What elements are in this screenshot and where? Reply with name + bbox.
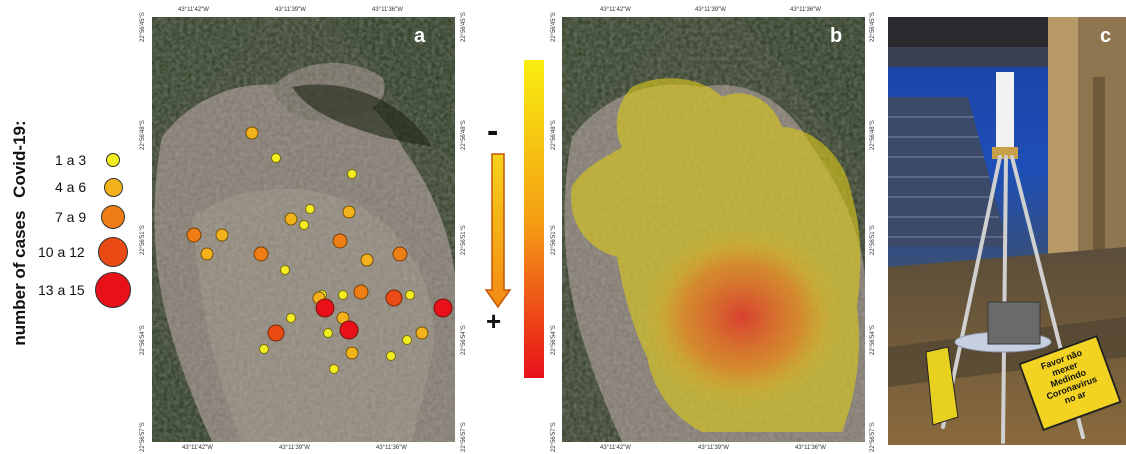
coord-bottom-a-2: 43°11'39"W (279, 445, 310, 451)
scale-minus-label: - (487, 112, 499, 150)
legend-label-3: 7 a 9 (55, 209, 87, 225)
map-panel-a: a (152, 17, 455, 442)
case-marker (200, 247, 214, 261)
density-heatmap-b (562, 17, 865, 442)
coord-left-a-5: 22°56'57"S (140, 422, 146, 452)
legend-title: number of cases Covid-19: (5, 113, 35, 353)
coord-left-a-2: 22°56'48"S (140, 120, 146, 150)
case-marker (346, 169, 357, 180)
legend-marker-3 (101, 205, 125, 229)
case-marker (267, 324, 285, 342)
coord-right-a-4: 22°56'54"S (461, 325, 467, 355)
coord-left-b-5: 22°56'57"S (551, 422, 557, 452)
panel-letter-b: b (830, 25, 843, 47)
coord-right-b-4: 22°56'54"S (870, 325, 876, 355)
legend-title-part2: Covid-19: (10, 120, 29, 198)
case-marker (332, 233, 348, 249)
coord-top-b-1: 43°11'42"W (600, 7, 631, 13)
case-marker (215, 228, 229, 242)
case-marker (298, 220, 309, 231)
coord-top-b-3: 43°11'36"W (790, 7, 821, 13)
case-marker (345, 346, 359, 360)
panel-letter-c: c (1100, 25, 1112, 47)
case-marker (304, 204, 315, 215)
case-marker (315, 298, 335, 318)
case-marker (339, 320, 359, 340)
case-marker (386, 350, 397, 361)
coord-right-a-1: 22°56'45"S (461, 12, 467, 42)
case-marker (286, 312, 297, 323)
coord-bottom-b-3: 43°11'36"W (795, 445, 826, 451)
legend-marker-1 (106, 153, 120, 167)
case-marker (401, 334, 412, 345)
case-marker (360, 253, 374, 267)
legend-marker-2 (103, 177, 123, 197)
scale-plus-label: + (486, 306, 502, 336)
coord-right-b-1: 22°56'45"S (870, 12, 876, 42)
coord-top-b-2: 43°11'39"W (695, 7, 726, 13)
panel-letter-a: a (414, 25, 426, 47)
photo-panel-c: c Favor não mexer Medindo Coronavirus no… (888, 17, 1126, 445)
case-marker (337, 290, 348, 301)
coord-left-b-1: 22°56'45"S (551, 12, 557, 42)
case-marker (328, 363, 339, 374)
coord-bottom-a-3: 43°11'36"W (376, 445, 407, 451)
case-marker (353, 284, 369, 300)
case-marker (245, 126, 259, 140)
case-markers (152, 17, 455, 442)
coord-right-b-2: 22°56'48"S (870, 120, 876, 150)
case-marker (253, 246, 269, 262)
case-marker (342, 205, 356, 219)
coord-left-b-2: 22°56'48"S (551, 120, 557, 150)
coord-right-a-2: 22°56'48"S (461, 120, 467, 150)
coord-left-b-4: 22°56'54"S (551, 325, 557, 355)
case-marker (415, 326, 429, 340)
coord-bottom-b-1: 43°11'42"W (600, 445, 631, 451)
coord-right-b-5: 22°56'57"S (870, 422, 876, 452)
case-marker (404, 290, 415, 301)
coord-left-b-3: 22°56'51"S (551, 225, 557, 255)
case-marker (259, 344, 270, 355)
case-marker (322, 328, 333, 339)
case-marker (284, 212, 298, 226)
coord-top-a-3: 43°11'36"W (372, 7, 403, 13)
legend-marker-5 (95, 272, 131, 308)
scale-arrow-icon (484, 153, 512, 309)
coord-right-a-5: 22°56'57"S (461, 422, 467, 452)
legend-label-1: 1 a 3 (55, 152, 87, 168)
legend-label-4: 10 a 12 (38, 244, 85, 260)
coord-top-a-1: 43°11'42"W (178, 7, 209, 13)
legend-label-2: 4 a 6 (55, 179, 87, 195)
case-marker (433, 298, 453, 318)
legend-label-5: 13 a 15 (38, 282, 85, 298)
case-marker (385, 289, 403, 307)
coord-right-a-3: 22°56'51"S (461, 225, 467, 255)
coord-bottom-a-1: 43°11'42"W (182, 445, 213, 451)
coord-left-a-1: 22°56'45"S (140, 12, 146, 42)
case-marker (280, 264, 291, 275)
density-gradient-bar (524, 60, 544, 378)
case-marker (271, 153, 282, 164)
legend-marker-4 (98, 237, 128, 267)
case-marker (392, 246, 408, 262)
case-marker (186, 227, 202, 243)
coord-top-a-2: 43°11'39"W (275, 7, 306, 13)
coord-left-a-3: 22°56'51"S (140, 225, 146, 255)
map-panel-b: b (562, 17, 865, 442)
legend-title-part1: number of cases (10, 210, 29, 346)
coord-right-b-3: 22°56'51"S (870, 225, 876, 255)
coord-left-a-4: 22°56'54"S (140, 325, 146, 355)
coord-bottom-b-2: 43°11'39"W (698, 445, 729, 451)
